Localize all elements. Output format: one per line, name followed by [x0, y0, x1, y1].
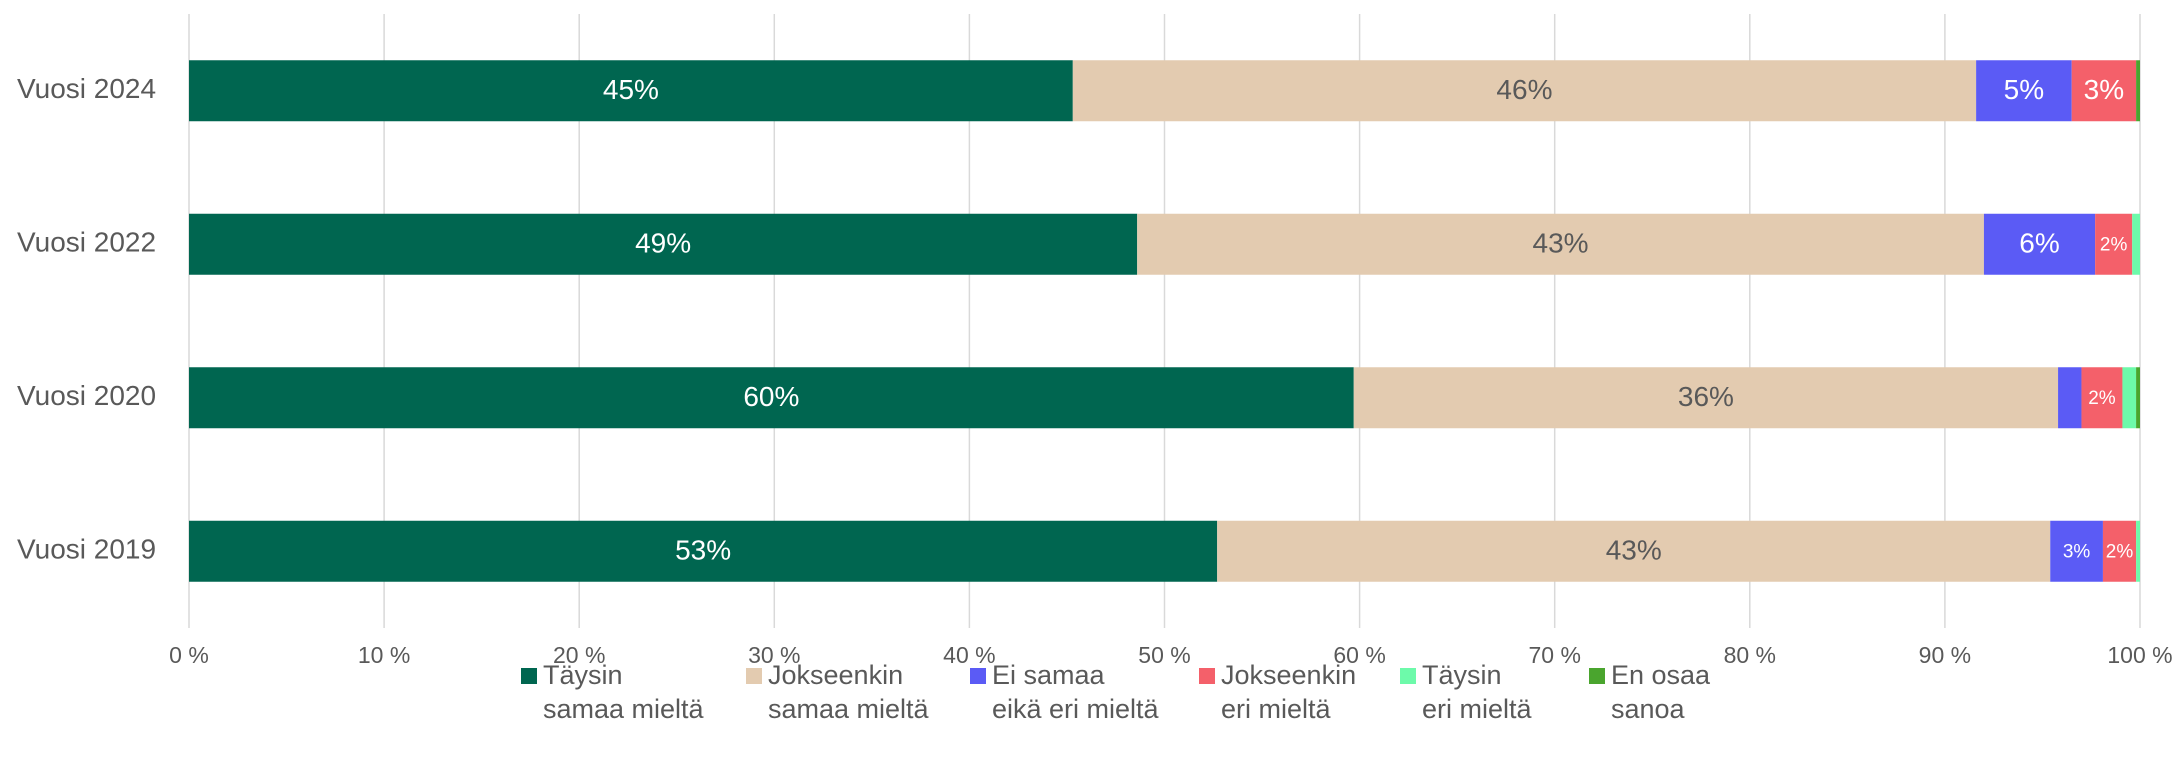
data-label: 2% — [2106, 541, 2134, 562]
legend-item: Ei samaa eikä eri mieltä — [970, 658, 1159, 726]
data-label: 53% — [675, 535, 731, 566]
data-label: 5% — [2004, 74, 2044, 105]
legend-item: Jokseenkin samaa mieltä — [746, 658, 929, 726]
legend-swatch — [1199, 668, 1215, 684]
legend-swatch — [521, 668, 537, 684]
bar-segment — [189, 367, 1354, 429]
bar-segment — [2102, 520, 2137, 582]
bar-segment — [1353, 367, 2059, 429]
data-label: 2% — [2088, 388, 2116, 409]
x-tick-label: 0 % — [169, 642, 209, 668]
bar-segment — [189, 60, 1073, 122]
legend-item: En osaa sanoa — [1589, 658, 1710, 726]
data-label: 60% — [743, 381, 799, 412]
x-tick-label: 40 % — [943, 642, 995, 668]
legend-label: Täysin eri mieltä — [1422, 660, 1532, 724]
x-tick-label: 80 % — [1724, 642, 1776, 668]
data-label: 43% — [1533, 228, 1589, 259]
legend-label: En osaa sanoa — [1611, 660, 1711, 724]
bar-segment — [2058, 367, 2082, 429]
bar-segment — [1983, 213, 2096, 275]
bar-segment — [2136, 367, 2140, 429]
x-tick-label: 70 % — [1528, 642, 1580, 668]
data-label: 2% — [2100, 234, 2128, 255]
data-label: 3% — [2063, 541, 2091, 562]
category-label: Vuosi 2020 — [17, 380, 156, 411]
x-tick-label: 60 % — [1333, 642, 1385, 668]
data-label: 45% — [603, 74, 659, 105]
category-label: Vuosi 2022 — [17, 227, 156, 258]
legend-label: Täysin samaa mieltä — [543, 660, 704, 724]
bar-segment — [2081, 367, 2123, 429]
legend-item: Jokseenkin eri mieltä — [1199, 658, 1356, 726]
x-tick-label: 20 % — [553, 642, 605, 668]
data-label: 49% — [635, 228, 691, 259]
legend-item: Täysin eri mieltä — [1400, 658, 1532, 726]
category-label: Vuosi 2019 — [17, 534, 156, 565]
bar-segment — [2132, 213, 2140, 275]
data-label: 3% — [2084, 74, 2124, 105]
bar-segment — [2136, 60, 2140, 122]
data-label: 43% — [1606, 535, 1662, 566]
bar-segment — [189, 520, 1218, 582]
bar-segment — [2071, 60, 2137, 122]
bar-segment — [2122, 367, 2137, 429]
x-tick-label: 100 % — [2107, 642, 2172, 668]
bar-segment — [189, 213, 1138, 275]
legend-swatch — [1400, 668, 1416, 684]
legend-label: Ei samaa eikä eri mieltä — [992, 660, 1159, 724]
legend-swatch — [970, 668, 986, 684]
legend-label: Jokseenkin eri mieltä — [1221, 660, 1357, 724]
category-label: Vuosi 2024 — [17, 73, 156, 104]
legend-swatch — [1589, 668, 1605, 684]
bar-segment — [2136, 520, 2140, 582]
bar-segment — [1217, 520, 2051, 582]
legend-label: Jokseenkin samaa mieltä — [768, 660, 929, 724]
x-tick-label: 10 % — [358, 642, 410, 668]
data-label: 36% — [1678, 381, 1734, 412]
bar-segment — [1137, 213, 1984, 275]
legend-item: Täysin samaa mieltä — [521, 658, 704, 726]
x-tick-label: 50 % — [1138, 642, 1190, 668]
x-tick-label: 90 % — [1919, 642, 1971, 668]
bar-segment — [1072, 60, 1977, 122]
x-tick-label: 30 % — [748, 642, 800, 668]
bar-segment — [2095, 213, 2133, 275]
bar-segment — [1976, 60, 2072, 122]
bar-segment — [2050, 520, 2103, 582]
data-label: 6% — [2019, 228, 2059, 259]
data-label: 46% — [1496, 74, 1552, 105]
legend-swatch — [746, 668, 762, 684]
